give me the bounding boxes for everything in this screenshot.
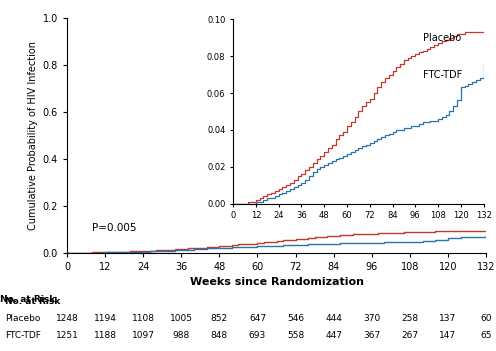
Text: 367: 367 xyxy=(363,331,380,340)
Text: 1194: 1194 xyxy=(94,314,117,323)
Text: 848: 848 xyxy=(211,331,228,340)
Text: 1097: 1097 xyxy=(131,331,155,340)
Text: 370: 370 xyxy=(363,314,380,323)
Text: 647: 647 xyxy=(249,314,266,323)
Text: 137: 137 xyxy=(439,314,457,323)
X-axis label: Weeks since Randomization: Weeks since Randomization xyxy=(189,277,364,287)
Text: FTC-TDF: FTC-TDF xyxy=(5,331,41,340)
Text: No. at Risk: No. at Risk xyxy=(5,297,60,306)
Text: P=0.005: P=0.005 xyxy=(92,223,137,233)
Text: 1188: 1188 xyxy=(94,331,117,340)
Text: 988: 988 xyxy=(173,331,190,340)
Text: 546: 546 xyxy=(287,314,304,323)
Text: FTC-TDF: FTC-TDF xyxy=(423,70,462,80)
Text: 147: 147 xyxy=(439,331,456,340)
Text: 444: 444 xyxy=(325,314,342,323)
Text: 1005: 1005 xyxy=(170,314,193,323)
Text: 693: 693 xyxy=(249,331,266,340)
Text: 60: 60 xyxy=(480,314,492,323)
Text: No. at Risk: No. at Risk xyxy=(0,295,55,304)
Text: 267: 267 xyxy=(401,331,419,340)
Text: 1248: 1248 xyxy=(56,314,78,323)
Text: 65: 65 xyxy=(480,331,492,340)
Text: 1108: 1108 xyxy=(131,314,155,323)
Text: Placebo: Placebo xyxy=(423,33,461,44)
Text: 558: 558 xyxy=(287,331,304,340)
Text: 852: 852 xyxy=(211,314,228,323)
Y-axis label: Cumulative Probability of HIV Infection: Cumulative Probability of HIV Infection xyxy=(28,41,38,230)
Text: 1251: 1251 xyxy=(56,331,78,340)
Text: 447: 447 xyxy=(325,331,342,340)
Text: Placebo: Placebo xyxy=(5,314,40,323)
Text: 258: 258 xyxy=(401,314,419,323)
